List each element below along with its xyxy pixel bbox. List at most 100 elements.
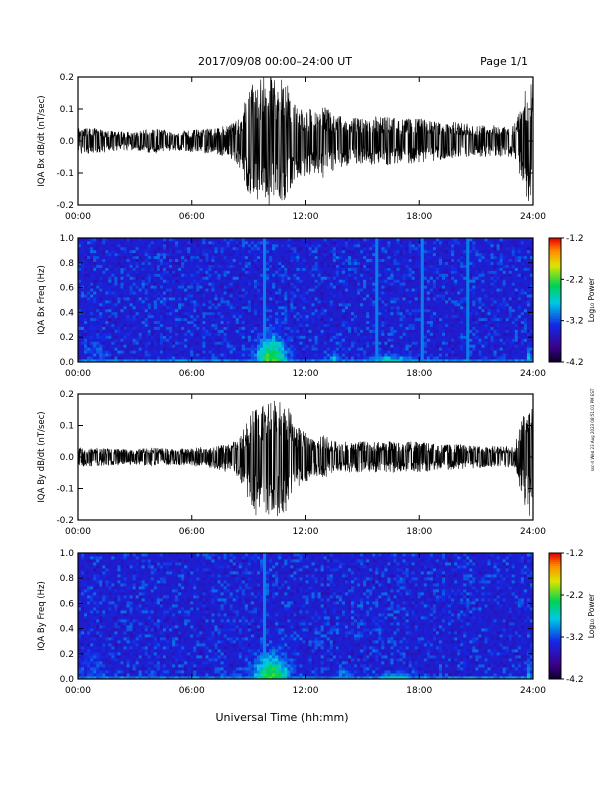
heat-cell — [102, 314, 106, 319]
heat-cell — [266, 258, 270, 263]
heat-cell — [181, 288, 185, 292]
heat-cell — [132, 311, 137, 316]
heat-cell — [272, 279, 276, 283]
heat-cell — [99, 359, 103, 363]
heat-cell — [223, 338, 228, 342]
heat-cell — [172, 332, 176, 336]
heat-cell — [278, 344, 282, 348]
heat-cell — [360, 341, 364, 345]
heat-cell — [184, 264, 188, 268]
heat-cell — [190, 350, 194, 354]
heat-cell — [405, 261, 410, 265]
heat-cell — [175, 314, 179, 319]
heat-cell — [351, 285, 355, 289]
heat-cell — [153, 335, 158, 339]
heat-cell — [162, 335, 167, 339]
heat-cell — [153, 326, 158, 330]
x-tick-label: 00:00 — [65, 212, 91, 222]
y-tick-label: 0.2 — [60, 73, 74, 83]
heat-cell — [381, 338, 385, 342]
heat-cell — [320, 267, 325, 271]
heat-cell — [326, 302, 331, 307]
heat-cell — [96, 347, 100, 351]
heat-cell — [344, 276, 349, 280]
heat-cell — [390, 341, 394, 345]
heat-cell — [156, 329, 161, 333]
heat-cell — [96, 258, 100, 263]
heat-cell — [159, 238, 164, 242]
heat-cell — [296, 249, 300, 254]
heat-cell — [390, 276, 394, 280]
heat-cell — [332, 282, 337, 286]
heat-cell — [420, 264, 425, 268]
heat-cell — [399, 341, 403, 345]
heat-cell — [290, 359, 294, 363]
heat-cell — [172, 323, 176, 327]
heat-cell — [275, 240, 279, 245]
heat-cell — [105, 285, 109, 289]
heat-cell — [299, 332, 303, 336]
heat-cell — [375, 317, 379, 322]
heat-cell — [81, 240, 85, 245]
heat-cell — [84, 332, 88, 336]
heat-cell — [323, 326, 328, 330]
heat-cell — [141, 270, 146, 274]
heat-cell — [178, 305, 182, 310]
heat-cell — [120, 297, 124, 301]
heat-cell — [244, 335, 249, 339]
heat-cell — [87, 359, 91, 363]
heat-cell — [144, 317, 149, 322]
heat-cell — [172, 347, 176, 351]
heat-cell — [332, 279, 337, 283]
heat-cell — [153, 302, 158, 307]
heat-cell — [205, 344, 209, 348]
heat-cell — [326, 267, 331, 271]
heat-cell — [360, 359, 364, 363]
heat-cell — [141, 335, 146, 339]
heat-cell — [393, 291, 397, 295]
heat-cell — [196, 332, 200, 336]
heat-cell — [220, 350, 224, 354]
heat-cell — [178, 311, 182, 316]
heat-cell — [341, 305, 346, 310]
heat-cell — [156, 267, 161, 271]
heat-cell — [205, 359, 209, 363]
axes-0: 00:00 06:00 12:00 18:00 24:00-0.2-0.10.00.10… — [37, 73, 546, 222]
heat-cell — [387, 308, 391, 313]
heat-cell — [181, 347, 185, 351]
heat-cell — [326, 264, 331, 268]
heat-cell — [308, 350, 312, 354]
heat-cell — [165, 279, 170, 283]
heat-cell — [317, 323, 322, 327]
heat-cell — [332, 267, 337, 271]
heat-cell — [281, 300, 285, 304]
heat-cell — [81, 238, 85, 242]
heat-cell — [220, 285, 224, 289]
heat-cell — [293, 255, 297, 260]
heat-cell — [323, 249, 328, 254]
heat-cell — [120, 276, 124, 280]
heat-cell — [429, 249, 434, 254]
heat-cell — [417, 264, 422, 268]
heat-cell — [205, 273, 209, 277]
heat-cell — [129, 288, 133, 292]
heat-cell — [150, 323, 155, 327]
heat-cell — [363, 356, 367, 360]
heat-cell — [129, 267, 133, 271]
heat-cell — [372, 332, 376, 336]
heat-cell — [338, 341, 343, 345]
heat-cell — [153, 282, 158, 286]
heat-cell — [235, 255, 240, 260]
heat-cell — [81, 255, 85, 260]
heat-cell — [260, 329, 264, 333]
heat-cell — [253, 288, 258, 292]
heat-cell — [172, 288, 176, 292]
heat-cell — [399, 285, 403, 289]
heat-cell — [363, 261, 367, 265]
heat-cell — [253, 246, 258, 251]
heat-cell — [105, 302, 109, 307]
heat-cell — [326, 238, 331, 242]
heat-cell — [423, 308, 428, 313]
heat-cell — [266, 353, 270, 357]
heat-cell — [223, 308, 228, 313]
